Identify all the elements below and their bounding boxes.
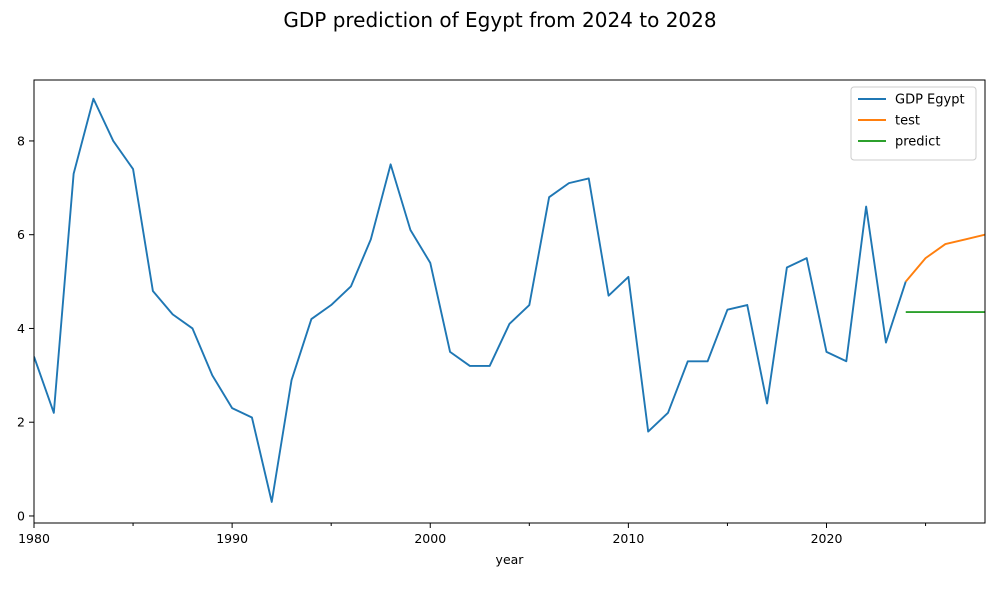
y-tick-label: 6 <box>17 227 25 242</box>
x-tick-label: 2010 <box>612 531 644 546</box>
y-tick-label: 2 <box>17 415 25 430</box>
legend-label: predict <box>895 135 940 150</box>
legend-label: GDP Egypt <box>895 93 965 108</box>
chart-title: GDP prediction of Egypt from 2024 to 202… <box>283 8 717 32</box>
series-line-gdp-egypt <box>34 97 907 503</box>
y-tick-label: 0 <box>17 508 25 523</box>
y-tick-label: 4 <box>17 321 25 336</box>
y-tick-label: 8 <box>17 133 25 148</box>
x-tick-label: 1980 <box>18 531 50 546</box>
plot-frame <box>33 79 986 524</box>
x-tick-label: 2000 <box>414 531 446 546</box>
x-tick-label: 1990 <box>216 531 248 546</box>
x-axis-label: year <box>496 552 525 567</box>
legend-label: test <box>895 114 920 129</box>
x-tick-label: 2020 <box>811 531 843 546</box>
series-line-test <box>905 233 985 283</box>
